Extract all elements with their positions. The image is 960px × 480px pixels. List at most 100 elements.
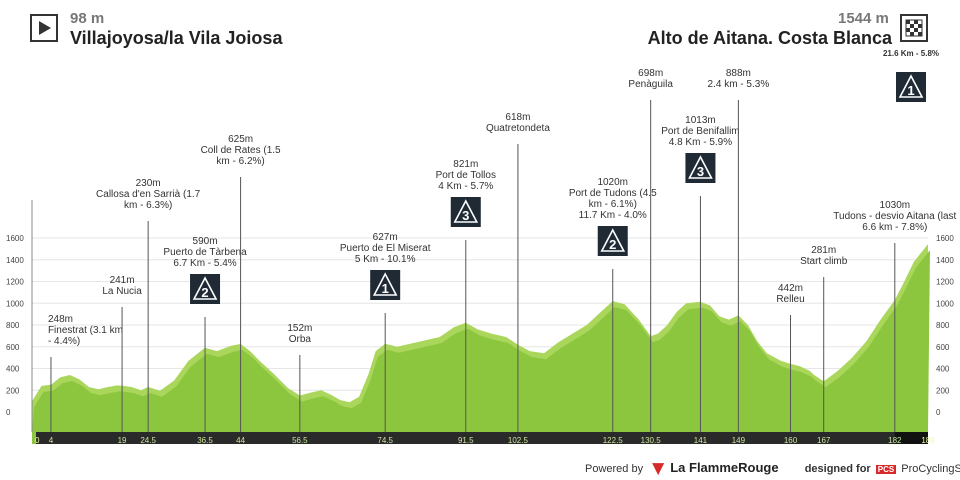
annotation-label: 888m xyxy=(726,68,751,79)
annotation-label: 152m xyxy=(287,323,312,334)
procyclingstats-brand[interactable]: ProCyclingStats xyxy=(901,463,960,475)
km-tick-label: 102.5 xyxy=(508,436,529,445)
climb-category-number: 3 xyxy=(462,208,469,223)
annotation-label: Callosa d'en Sarrià (1.7 xyxy=(96,189,201,200)
y-tick-label-left: 800 xyxy=(6,321,20,330)
annotation-label: 5 Km - 10.1% xyxy=(355,254,416,265)
y-tick-label-right: 1000 xyxy=(936,299,954,308)
footer-credits: Powered by La FlammeRouge designed for P… xyxy=(585,460,960,476)
finish-altitude: 1544 m xyxy=(838,10,889,27)
start-flag-icon xyxy=(30,14,58,42)
y-tick-label-right: 200 xyxy=(936,386,950,395)
annotation-label: 590m xyxy=(193,236,218,247)
annotation-label: 1013m xyxy=(685,115,716,126)
climb-category-number: 2 xyxy=(201,285,208,300)
annotation-label: Tudons - desvio Aitana (last xyxy=(833,211,956,222)
y-tick-label-right: 0 xyxy=(936,408,941,417)
climb-category-number: 1 xyxy=(907,83,914,98)
km-tick-label: 19 xyxy=(118,436,127,445)
km-tick-label: 44 xyxy=(236,436,245,445)
km-tick-label: 189 xyxy=(921,436,935,445)
mountain-icon xyxy=(453,199,479,223)
km-tick-label: 122.5 xyxy=(603,436,624,445)
annotation-label: Coll de Rates (1.5 xyxy=(201,145,281,156)
annotation-label: Quatretondeta xyxy=(486,123,550,134)
y-tick-label-left: 1400 xyxy=(6,256,24,265)
annotation-label: 281m xyxy=(811,245,836,256)
climb-category-number: 3 xyxy=(697,164,704,179)
y-tick-label-right: 1600 xyxy=(936,234,954,243)
annotation-label: 1030m xyxy=(880,200,911,211)
annotation-label: Finestrat (3.1 km xyxy=(48,325,123,336)
start-location: Villajoyosa/la Vila Joiosa xyxy=(70,28,283,48)
y-tick-label-right: 1200 xyxy=(936,278,954,287)
profile-area-front xyxy=(32,250,930,432)
annotation-label: Port de Benifallim xyxy=(661,126,739,137)
annotation-label: La Nucia xyxy=(102,286,142,297)
mountain-icon xyxy=(688,155,713,179)
km-tick-label: 36.5 xyxy=(197,436,213,445)
climb-category-number: 1 xyxy=(382,281,389,296)
annotation-label: 6.6 km - 7.8%) xyxy=(862,222,927,233)
km-tick-label: 130.5 xyxy=(641,436,662,445)
finish-flag-icon xyxy=(900,14,928,42)
annotation-label: Relleu xyxy=(776,294,804,305)
climb-category-number: 2 xyxy=(609,237,616,252)
y-tick-label-left: 1600 xyxy=(6,234,24,243)
annotation-label: km - 6.3%) xyxy=(124,200,172,211)
km-tick-label: 0 xyxy=(35,436,40,445)
annotation-label: 21.6 Km - 5.8% xyxy=(883,49,939,58)
annotation-label: 2.4 km - 5.3% xyxy=(708,79,770,90)
finish-location: Alto de Aitana. Costa Blanca xyxy=(647,28,892,48)
km-tick-label: 56.5 xyxy=(292,436,308,445)
mountain-icon xyxy=(600,228,626,252)
mountain-icon xyxy=(372,272,398,296)
y-tick-label-left: 1200 xyxy=(6,278,24,287)
pcs-logo: PCS xyxy=(875,465,897,474)
annotation-label: Penàguila xyxy=(628,79,673,90)
km-tick-label: 91.5 xyxy=(458,436,474,445)
annotation-label: 627m xyxy=(373,232,398,243)
y-tick-label-left: 200 xyxy=(6,386,20,395)
start-marker xyxy=(32,432,36,444)
km-tick-label: 24.5 xyxy=(140,436,156,445)
y-tick-label-left: 0 xyxy=(6,408,11,417)
km-tick-label: 149 xyxy=(732,436,746,445)
flamme-rouge-brand[interactable]: La FlammeRouge xyxy=(670,460,779,475)
annotation-label: 1020m xyxy=(597,177,628,188)
annotation-label: 618m xyxy=(505,112,530,123)
annotation-label: - 4.4%) xyxy=(48,336,80,347)
annotation-label: Puerto de Tàrbena xyxy=(163,247,247,258)
designed-for-label: designed for xyxy=(804,463,871,475)
final-km-strip xyxy=(894,432,928,444)
annotation-label: km - 6.1%) xyxy=(589,199,637,210)
annotation-label: 230m xyxy=(136,178,161,189)
y-tick-label-left: 600 xyxy=(6,343,20,352)
annotation-label: 442m xyxy=(778,283,803,294)
annotation-label: 821m xyxy=(453,159,478,170)
annotation-label: 248m xyxy=(48,314,73,325)
annotation-label: km - 6.2%) xyxy=(216,156,264,167)
y-tick-label-right: 800 xyxy=(936,321,950,330)
annotation-label: Puerto de El Miserat xyxy=(340,243,431,254)
km-tick-label: 160 xyxy=(784,436,798,445)
flamme-rouge-icon xyxy=(652,463,665,476)
y-tick-label-left: 400 xyxy=(6,365,20,374)
powered-by-label: Powered by xyxy=(585,463,644,475)
y-tick-label-right: 1400 xyxy=(936,256,954,265)
annotation-label: 241m xyxy=(110,275,135,286)
annotation-label: Orba xyxy=(289,334,312,345)
km-tick-label: 4 xyxy=(49,436,54,445)
annotation-label: 4.8 Km - 5.9% xyxy=(669,137,732,148)
y-tick-label-left: 1000 xyxy=(6,299,24,308)
km-strip xyxy=(32,432,928,444)
y-tick-label-right: 400 xyxy=(936,365,950,374)
km-tick-label: 141 xyxy=(694,436,708,445)
mountain-icon xyxy=(192,276,218,300)
annotation-label: Port de Tudons (4.5 xyxy=(569,188,657,199)
y-tick-label-right: 600 xyxy=(936,343,950,352)
mountain-icon xyxy=(898,74,924,98)
annotation-label: 4 Km - 5.7% xyxy=(438,181,493,192)
annotation-label: 698m xyxy=(638,68,663,79)
